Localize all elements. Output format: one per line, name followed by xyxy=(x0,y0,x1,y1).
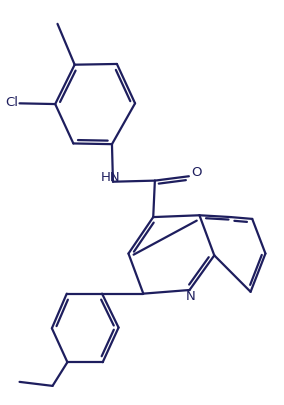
Text: N: N xyxy=(186,290,195,303)
Text: HN: HN xyxy=(101,171,121,184)
Text: O: O xyxy=(191,166,202,179)
Text: Cl: Cl xyxy=(5,96,18,109)
